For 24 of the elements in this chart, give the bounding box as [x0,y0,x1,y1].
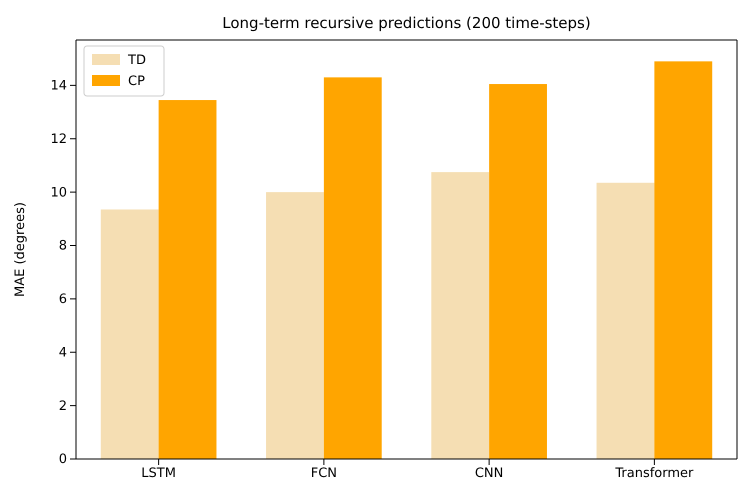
bar [266,192,324,459]
x-tick-label: CNN [474,466,504,482]
bar [158,100,216,459]
legend-label: TD [127,53,146,68]
y-tick-label: 4 [58,345,67,360]
y-tick-label: 14 [50,78,67,94]
y-tick-label: 10 [50,185,67,200]
x-tick-label: LSTM [141,466,176,482]
x-tick-label: FCN [310,466,338,482]
y-tick-label: 0 [58,452,67,468]
y-tick-label: 6 [58,292,67,308]
bar [654,61,712,459]
y-tick-label: 2 [58,398,67,414]
bar [431,172,490,459]
bar [489,84,547,459]
y-tick-label: 12 [50,132,67,147]
chart-title: Long-term recursive predictions (200 time-steps) [222,14,591,32]
legend-label: CP [128,74,146,89]
bar [596,182,654,459]
x-tick-label: Transformer [614,466,694,482]
bar [100,209,159,459]
y-tick-label: 8 [58,238,67,254]
bar [324,77,382,459]
y-axis-title: MAE (degrees) [13,202,28,297]
